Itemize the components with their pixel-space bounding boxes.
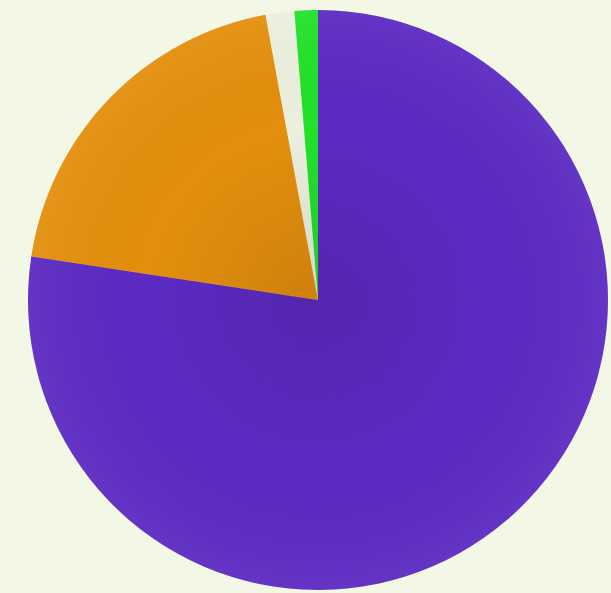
pie-slices — [27, 10, 608, 591]
